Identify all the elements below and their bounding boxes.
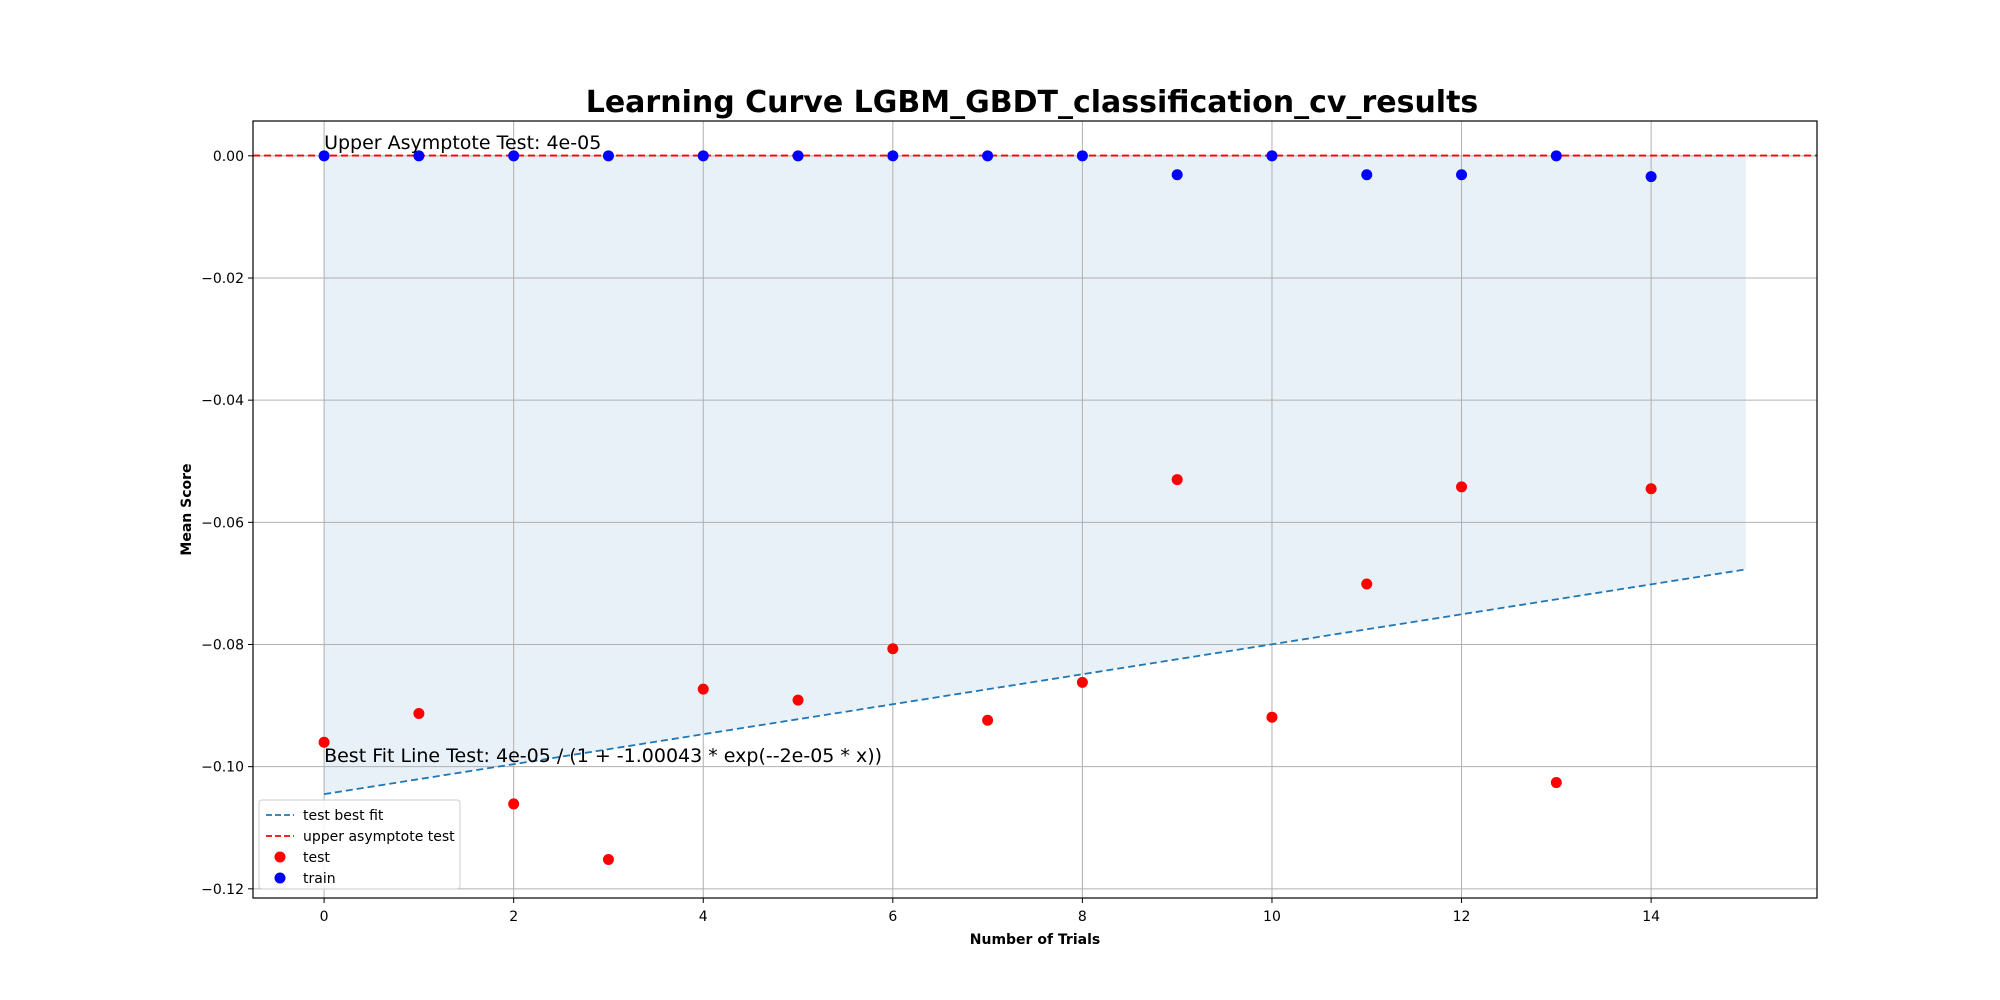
y-tick-label: 0.00 <box>213 149 244 165</box>
train-point <box>1645 171 1657 183</box>
legend-box <box>258 799 461 890</box>
x-tick-label: 8 <box>1078 909 1087 925</box>
test-point <box>602 854 614 866</box>
test-point <box>1076 676 1088 688</box>
test-point <box>887 643 899 655</box>
train-point <box>1266 150 1278 162</box>
confidence-fill-layer <box>324 155 1746 795</box>
y-tick-label: −0.06 <box>201 515 244 531</box>
legend-swatch-train <box>274 872 286 884</box>
y-tick-label: −0.12 <box>201 882 244 898</box>
legend-label-test-best-fit: test best fit <box>303 808 384 824</box>
test-point <box>413 708 425 720</box>
test-point <box>1266 711 1278 723</box>
test-point <box>792 694 804 706</box>
upper-asymptote-annotation: Upper Asymptote Test: 4e-05 <box>324 132 601 154</box>
y-axis-ticks: 0.00 −0.02 −0.04 −0.06 −0.08 −0.10 −0.12 <box>201 149 253 898</box>
test-point <box>1456 481 1468 493</box>
x-tick-label: 12 <box>1453 909 1471 925</box>
train-point <box>413 150 425 162</box>
train-point <box>697 150 709 162</box>
y-tick-label: −0.02 <box>201 271 244 287</box>
train-point <box>792 150 804 162</box>
legend-swatch-test <box>274 851 286 863</box>
legend-label-train: train <box>303 871 336 887</box>
test-point <box>1645 483 1657 495</box>
train-point <box>1456 169 1468 181</box>
y-tick-label: −0.08 <box>201 637 244 653</box>
train-point <box>887 150 899 162</box>
test-point <box>982 714 994 726</box>
x-tick-label: 10 <box>1263 909 1281 925</box>
x-tick-label: 4 <box>699 909 708 925</box>
test-point <box>1171 474 1183 486</box>
y-tick-label: −0.10 <box>201 760 244 776</box>
test-point <box>1361 578 1373 590</box>
train-point <box>508 150 520 162</box>
test-point <box>508 798 520 810</box>
best-fit-annotation: Best Fit Line Test: 4e-05 / (1 + -1.0004… <box>324 745 882 767</box>
chart-title: Learning Curve LGBM_GBDT_classification_… <box>586 85 1479 120</box>
test-point <box>1550 777 1562 789</box>
test-point <box>697 683 709 695</box>
train-point <box>1550 150 1562 162</box>
train-point <box>1076 150 1088 162</box>
legend: test best fit upper asymptote test test … <box>258 799 461 890</box>
test-best-fit-line <box>323 568 1747 796</box>
y-tick-label: −0.04 <box>201 393 244 409</box>
legend-label-test: test <box>303 850 330 866</box>
train-point <box>1361 169 1373 181</box>
x-axis-label: Number of Trials <box>970 932 1100 948</box>
plot-frame <box>252 120 1818 899</box>
x-tick-label: 14 <box>1642 909 1660 925</box>
train-point <box>1171 169 1183 181</box>
x-tick-label: 2 <box>509 909 518 925</box>
test-point <box>318 736 330 748</box>
train-point <box>318 150 330 162</box>
train-point <box>982 150 994 162</box>
legend-label-upper-asymptote-test: upper asymptote test <box>303 829 455 845</box>
train-point <box>602 150 614 162</box>
x-tick-label: 6 <box>888 909 897 925</box>
fill-band <box>324 155 1746 795</box>
x-axis-ticks: 0 2 4 6 8 10 12 14 <box>320 898 1660 925</box>
x-tick-label: 0 <box>320 909 329 925</box>
points-layer <box>318 150 1657 866</box>
y-axis-label: Mean Score <box>179 463 195 555</box>
grid-layer <box>253 121 1817 898</box>
